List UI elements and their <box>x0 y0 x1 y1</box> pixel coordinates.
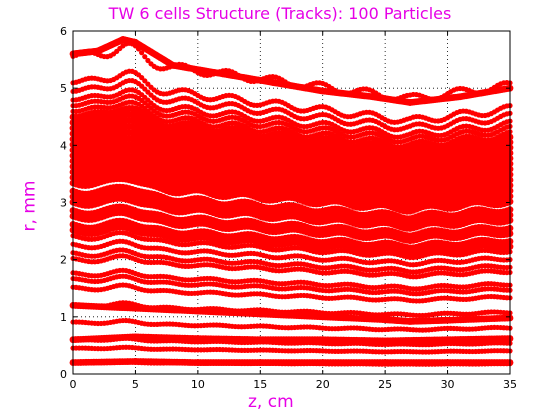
particle-track <box>70 317 513 333</box>
particle-track <box>70 273 513 297</box>
particle-tracks <box>69 36 514 367</box>
particle-track <box>70 344 513 355</box>
x-axis-label: z, cm <box>248 392 294 412</box>
chart-title: TW 6 cells Structure (Tracks): 100 Parti… <box>108 4 452 23</box>
